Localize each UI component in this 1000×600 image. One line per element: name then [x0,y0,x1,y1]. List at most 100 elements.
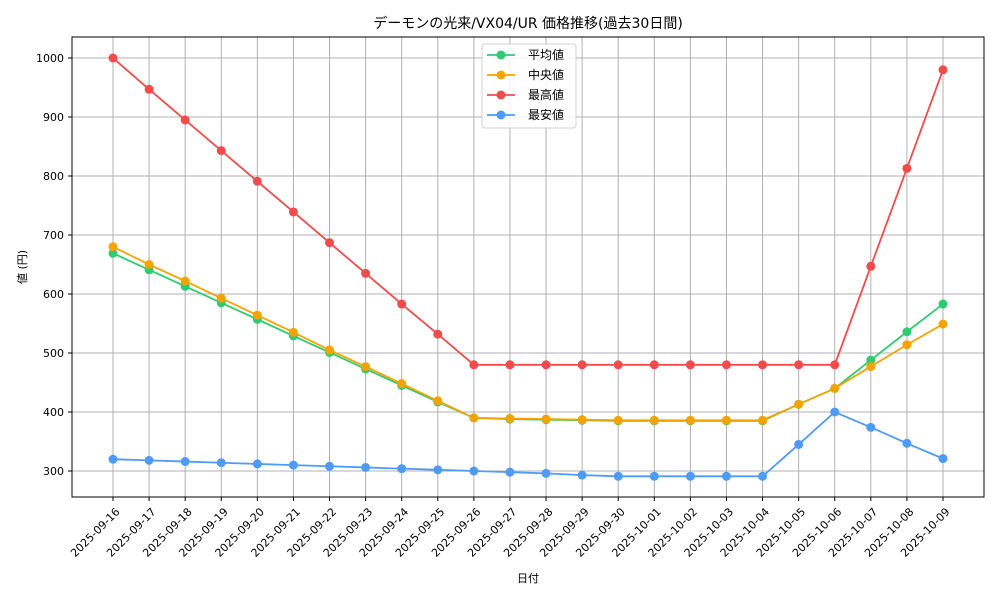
data-point [469,360,479,370]
legend-box [481,43,577,129]
data-point [866,422,876,432]
data-point [108,53,118,63]
legend-label: 最安値 [528,107,564,122]
data-point [866,355,876,365]
legend-marker-icon [496,110,506,120]
data-point [541,468,551,478]
legend-marker-icon [496,70,506,80]
x-axis-label: 日付 [517,572,539,585]
data-point [252,176,262,186]
series-line [112,57,944,366]
data-point [144,84,154,94]
data-point [288,460,298,470]
data-point [902,340,912,350]
legend-label: 中央値 [528,67,564,82]
data-series [108,53,948,481]
data-point [758,360,768,370]
data-point [361,268,371,278]
data-point [397,464,407,474]
series-line [112,410,944,478]
data-point [613,471,623,481]
series-最安値 [108,407,948,481]
data-point [180,115,190,125]
data-point [613,360,623,370]
legend-item: 中央値 [487,67,564,82]
data-point [902,163,912,173]
data-point [325,345,335,355]
data-point [649,471,659,481]
series-最高値 [108,53,948,370]
data-point [252,459,262,469]
data-point [433,465,443,475]
data-point [866,362,876,372]
data-point [108,242,118,252]
legend-marker-icon [496,90,506,100]
data-point [144,260,154,269]
data-point [325,461,335,471]
y-axis-ticks: 300 400 500 600 700 800 900 1000 [36,52,72,478]
y-tick-label: 900 [43,111,64,124]
chart-title: デーモンの光来/VX04/UR 価格推移(過去30日間) [373,15,683,32]
y-tick-label: 700 [43,229,64,242]
data-point [721,471,731,481]
data-point [505,360,515,370]
data-point [108,248,118,258]
data-point [902,438,912,448]
legend-item: 平均値 [487,47,564,62]
data-point [216,293,226,303]
data-point [108,454,118,464]
y-tick-label: 600 [43,288,64,301]
y-tick-label: 1000 [36,52,64,65]
y-tick-label: 800 [43,170,64,183]
data-point [649,360,659,370]
data-point [721,360,731,370]
x-axis-ticks: 2025-09-162025-09-172025-09-182025-09-19… [68,497,953,560]
legend-item: 最高値 [487,87,564,102]
data-point [794,439,804,449]
data-point [469,413,479,423]
data-point [794,399,804,409]
data-point [469,466,479,476]
data-point [613,415,623,425]
data-point [180,457,190,467]
data-point [252,310,262,320]
data-point [649,415,659,425]
series-平均値 [108,248,948,426]
plot-area-frame [71,36,985,498]
data-point [938,454,948,464]
data-point [902,327,912,337]
data-point [866,261,876,271]
legend-label: 最高値 [528,87,564,102]
data-point [180,276,190,286]
y-tick-label: 400 [43,406,64,419]
data-point [361,462,371,472]
data-point [577,415,587,425]
legend-marker-icon [496,50,506,60]
data-point [830,407,840,417]
data-point [938,65,948,75]
data-point [541,414,551,424]
data-point [830,383,840,393]
data-point [938,299,948,309]
data-point [325,238,335,248]
data-point [433,396,443,406]
data-point [685,415,695,425]
data-point [758,471,768,481]
series-中央値 [108,242,948,425]
data-point [794,360,804,370]
data-point [577,470,587,480]
data-point [577,360,587,370]
data-point [433,329,443,339]
data-point [144,455,154,465]
data-point [216,146,226,156]
data-point [397,379,407,389]
data-point [288,327,298,337]
data-point [361,362,371,372]
data-point [288,207,298,217]
data-point [758,415,768,425]
legend-item: 最安値 [487,107,564,122]
data-point [938,319,948,329]
series-line [112,245,944,422]
data-point [685,471,695,481]
